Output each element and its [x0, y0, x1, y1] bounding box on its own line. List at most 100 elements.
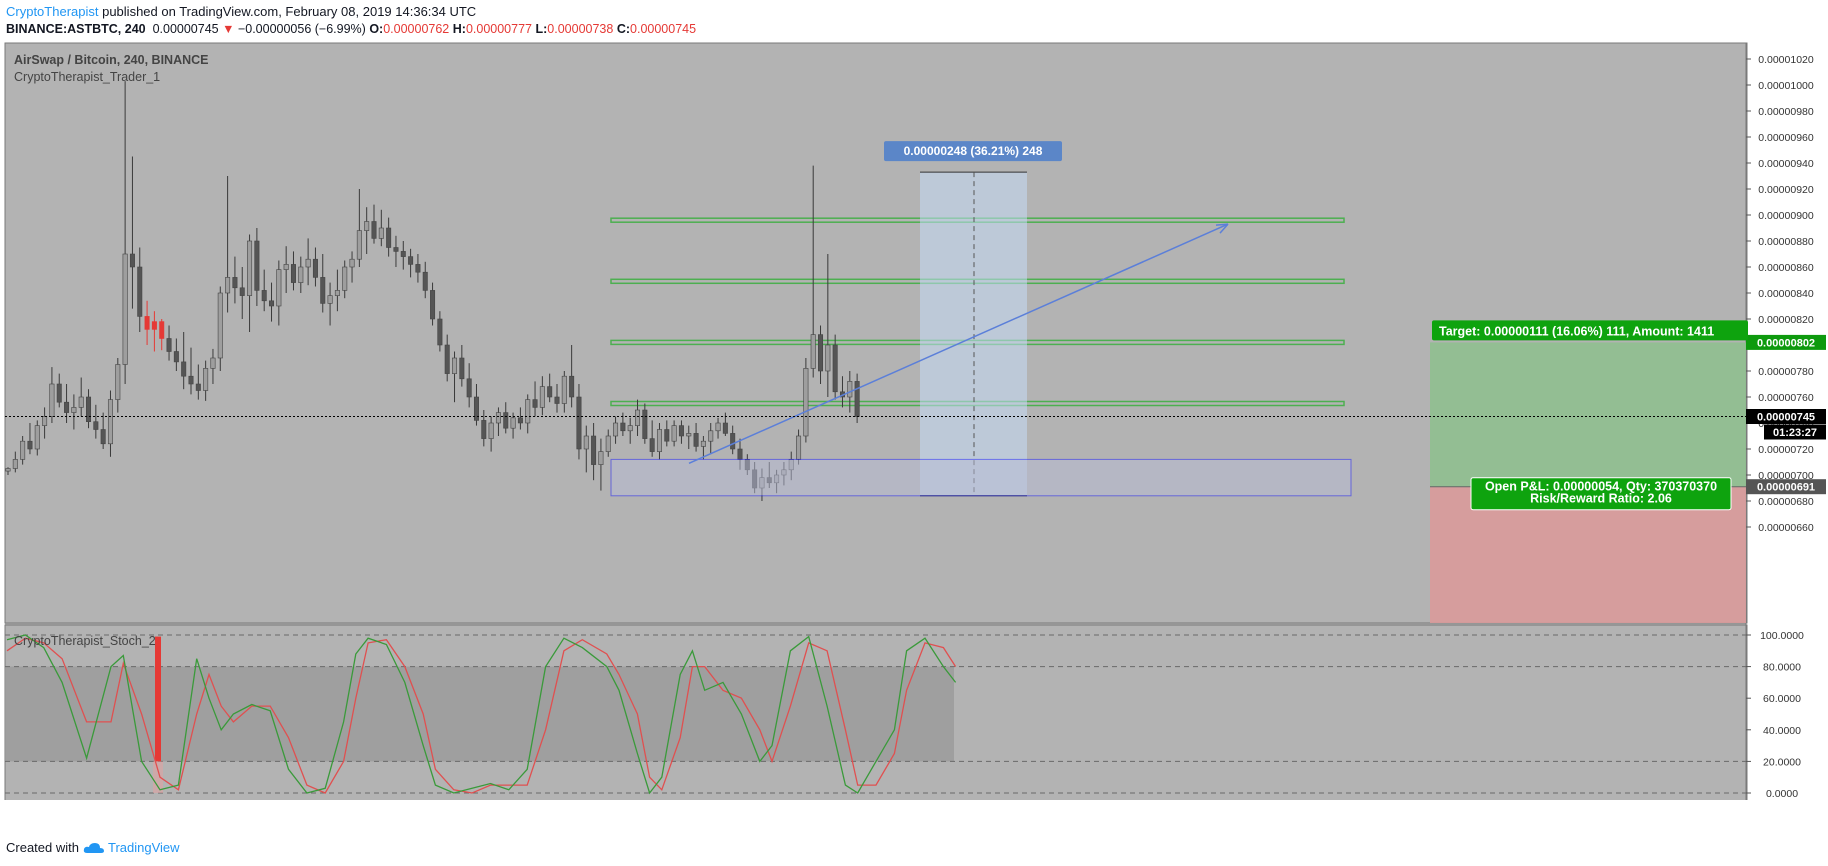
candle-body — [225, 277, 231, 294]
entry-price-tag — [1746, 479, 1826, 495]
price-tick-label: 0.00000980 — [1758, 106, 1814, 118]
price-tick-label: 0.00000820 — [1758, 314, 1814, 326]
candle-body — [371, 221, 377, 239]
close-label: C: — [616, 22, 631, 36]
tradingview-logo[interactable]: TradingView — [83, 840, 180, 855]
candle-body — [693, 433, 699, 447]
candle-body — [656, 429, 662, 452]
candle-body — [239, 287, 245, 296]
candle-body — [64, 401, 70, 413]
candle-body — [613, 422, 619, 437]
stoch-tick-label: 0.0000 — [1766, 788, 1798, 800]
candle-body — [320, 277, 326, 304]
candle-body — [481, 420, 487, 439]
target-price-tag — [1746, 334, 1826, 350]
candle-body — [649, 438, 655, 452]
low-label: L: — [535, 22, 548, 36]
candle-body — [642, 409, 648, 439]
open-label: O: — [369, 22, 384, 36]
candle-body — [290, 264, 296, 283]
price-tick-label: 0.00000780 — [1758, 366, 1814, 378]
price-tick-label: 0.00001020 — [1758, 54, 1814, 66]
candle-body — [254, 240, 260, 291]
stoch-tick-label: 100.0000 — [1760, 630, 1804, 642]
candle-body — [188, 375, 194, 385]
candle-body — [525, 399, 531, 424]
candle-body — [5, 468, 11, 472]
price-tick-label: 0.00001000 — [1758, 80, 1814, 92]
candle-body — [283, 264, 289, 270]
candle-body — [737, 448, 743, 460]
stoch-name: CryptoTherapist_Stoch_2 — [14, 634, 156, 648]
candlestick-series — [5, 81, 860, 501]
close-value: 0.00000745 — [630, 22, 697, 36]
pnl-label-box[interactable] — [1470, 477, 1732, 511]
candle-body — [517, 417, 523, 424]
candle-body — [678, 425, 684, 437]
chart-title: AirSwap / Bitcoin, 240, BINANCE — [14, 53, 208, 67]
high-label: H: — [452, 22, 466, 36]
candle-body — [627, 425, 633, 432]
candle-body — [488, 422, 494, 439]
candle-body — [181, 361, 187, 377]
candle-body — [349, 258, 355, 268]
candle-body — [444, 344, 450, 374]
stoch-tick-label: 80.0000 — [1763, 662, 1801, 674]
candle-body — [298, 266, 304, 283]
target-zone — [1430, 342, 1746, 487]
symbol-label: BINANCE:ASTBTC, 240 — [6, 22, 146, 36]
candle-body — [71, 407, 77, 413]
candle-body — [56, 383, 62, 403]
support-zone-box — [610, 458, 1352, 497]
low-value: 0.00000738 — [547, 22, 614, 36]
candle-body — [129, 253, 135, 268]
candle-body — [576, 396, 582, 450]
candle-body — [408, 256, 414, 265]
author-link[interactable]: CryptoTherapist — [6, 4, 99, 19]
candle-body — [364, 221, 370, 231]
stoch-tick-label: 60.0000 — [1763, 693, 1801, 705]
current-price-label: 0.00000745 — [1757, 412, 1815, 424]
candle-body — [825, 344, 831, 372]
measure-label: 0.00000248 (36.21%) 248 — [904, 144, 1043, 158]
price-tick-label: 0.00000940 — [1758, 158, 1814, 170]
candle-body — [305, 258, 311, 268]
open-value: 0.00000762 — [383, 22, 450, 36]
candle-body — [796, 435, 802, 460]
candle-body — [561, 375, 567, 404]
drawings-layer[interactable] — [610, 171, 1352, 497]
candle-body — [708, 430, 714, 442]
price-range-box — [920, 172, 1027, 496]
footer: Created with TradingView — [6, 840, 180, 855]
candle-body — [437, 318, 443, 346]
price-tick-label: 0.00000660 — [1758, 522, 1814, 534]
candle-body — [27, 440, 33, 450]
change-value: −0.00000056 (−6.99%) — [237, 22, 366, 36]
candle-body — [730, 433, 736, 450]
candle-body — [356, 230, 362, 260]
candle-body — [217, 292, 223, 359]
high-value: 0.00000777 — [465, 22, 532, 36]
risk-reward-label: Risk/Reward Ratio: 2.06 — [1530, 492, 1672, 506]
target-label: Target: 0.00000111 (16.06%) 111, Amount:… — [1439, 324, 1714, 338]
candle-body — [495, 412, 501, 424]
stoch-d-line — [6, 637, 957, 794]
candle-body — [78, 396, 84, 408]
price-chart[interactable]: 0.00000660 0.00000680 0.00000700 0.00000720… — [0, 0, 1828, 800]
candle-body — [93, 421, 99, 430]
candle-body — [86, 396, 92, 423]
candle-body — [598, 451, 604, 465]
countdown-label: 01:23:27 — [1773, 427, 1817, 439]
candle-body — [49, 383, 55, 417]
target-price-label: 0.00000802 — [1757, 337, 1815, 349]
candle-body — [393, 247, 399, 252]
target-label-box[interactable] — [1432, 320, 1748, 341]
price-tick-label: 0.00000840 — [1758, 288, 1814, 300]
candle-body — [137, 266, 143, 317]
stoch-tick-label: 20.0000 — [1763, 756, 1801, 768]
measure-label-box[interactable] — [884, 141, 1062, 162]
stoch-band — [5, 666, 954, 762]
candle-body — [100, 429, 106, 445]
price-tick-label: 0.00000860 — [1758, 262, 1814, 274]
candle-body — [378, 227, 384, 239]
